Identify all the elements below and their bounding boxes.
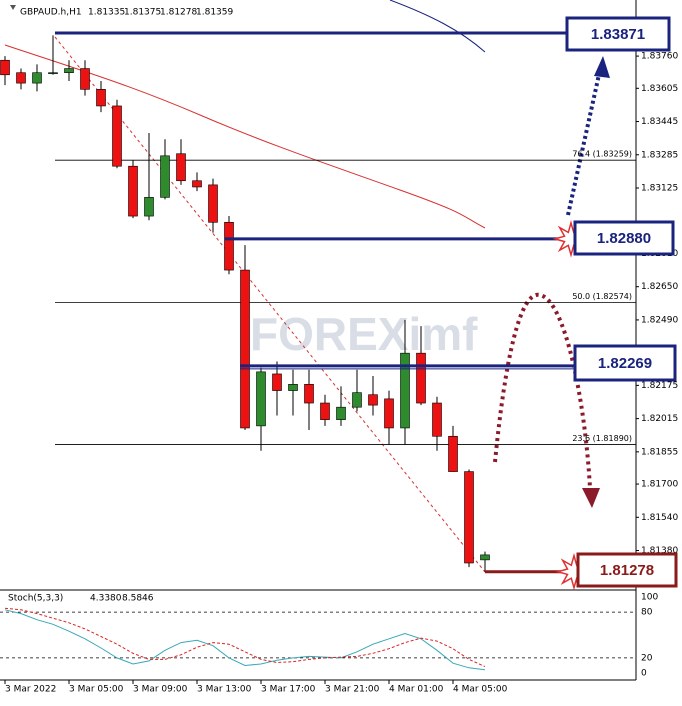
arrow-curve: [493, 292, 592, 489]
y-tick-label: 1.81700: [641, 480, 678, 490]
arrow-head: [594, 56, 610, 78]
candle-body: [464, 471, 474, 564]
candle-body: [144, 197, 154, 217]
x-tick-label: 3 Mar 17:00: [261, 685, 316, 695]
decorations: [4, 0, 610, 573]
level-label: 1.83871: [591, 26, 645, 43]
candle-body: [336, 406, 346, 420]
y-tick-label: 1.83605: [641, 84, 678, 94]
candle-body: [272, 373, 282, 391]
indicator-signal: 8.5846: [122, 594, 154, 604]
level-box: [573, 344, 677, 382]
x-tick-label: 4 Mar 05:00: [453, 685, 508, 695]
x-tick-label: 3 Mar 09:00: [133, 685, 188, 695]
candle-body: [160, 155, 170, 198]
y-tick-label: 1.81380: [641, 546, 678, 556]
trend-line: [54, 36, 486, 573]
y-tick-label: 1.82175: [641, 381, 678, 391]
header-low: 1.81278: [160, 8, 197, 18]
candle-body: [112, 105, 122, 167]
moving-average: [389, 0, 486, 53]
level-label: 1.82880: [597, 230, 651, 247]
stoch-line: [4, 607, 486, 668]
candle-body: [32, 72, 42, 84]
header-high: 1.81375: [124, 8, 161, 18]
candle-body: [16, 72, 26, 84]
y-tick-label: 1.82650: [641, 282, 678, 292]
candle-body: [368, 394, 378, 406]
level-label: 1.81278: [600, 562, 654, 579]
candle-body: [176, 153, 186, 182]
candle-body: [48, 72, 58, 75]
stoch-tick-label: 80: [641, 608, 653, 618]
candle-body: [320, 402, 330, 420]
y-tick-label: 1.82490: [641, 315, 678, 325]
moving-average: [4, 44, 486, 229]
level-box: [573, 220, 675, 256]
candle-body: [128, 165, 138, 217]
fib-label: 76.4 (1.83259): [572, 150, 632, 159]
arrow-up: [566, 69, 602, 216]
header-open: 1.81335: [88, 8, 125, 18]
header-close: 1.81359: [196, 8, 233, 18]
y-tick-label: 1.82015: [641, 414, 678, 424]
level-box: [565, 16, 671, 52]
candle-body: [400, 352, 410, 429]
candle-body: [432, 402, 442, 437]
candle-body: [352, 392, 362, 408]
candle-body: [256, 371, 266, 427]
y-tick-label: 1.83125: [641, 184, 678, 194]
fib-label: 50.0 (1.82574): [572, 292, 632, 301]
indicator-main: 4.3380: [90, 594, 122, 604]
candle-body: [448, 435, 458, 472]
y-tick-label: 1.81540: [641, 513, 678, 523]
stoch-line: [4, 609, 486, 671]
arrow-head: [582, 488, 600, 508]
y-tick-label: 1.81855: [641, 447, 678, 457]
y-tick-label: 1.83285: [641, 150, 678, 160]
candle-body: [208, 184, 218, 223]
y-tick-label: 1.83445: [641, 117, 678, 127]
level-box: [576, 552, 678, 588]
candle-body: [288, 384, 298, 391]
candle-body: [304, 384, 314, 404]
watermark: FOREXimf: [250, 308, 478, 360]
stoch-tick-label: 0: [641, 669, 647, 679]
fib-label: 23.6 (1.81890): [572, 434, 632, 443]
header-icon: [10, 5, 16, 10]
candle-body: [96, 89, 106, 107]
candle-body: [80, 68, 90, 90]
stoch-tick-label: 20: [641, 653, 653, 663]
x-tick-label: 4 Mar 01:00: [389, 685, 444, 695]
candle-body: [416, 352, 426, 404]
x-tick-label: 3 Mar 2022: [5, 685, 56, 695]
candle-body: [0, 59, 10, 76]
candle-body: [192, 180, 202, 188]
stoch-tick-label: 100: [641, 592, 658, 602]
x-tick-label: 3 Mar 13:00: [197, 685, 252, 695]
x-tick-label: 3 Mar 21:00: [325, 685, 380, 695]
level-label: 1.82269: [598, 355, 652, 372]
x-tick-label: 3 Mar 05:00: [69, 685, 124, 695]
candle-body: [64, 68, 74, 74]
candle-body: [480, 554, 490, 561]
y-tick-label: 1.83760: [641, 52, 678, 62]
indicator-name: Stoch(5,3,3): [8, 594, 63, 604]
candle-body: [384, 398, 394, 429]
candle-body: [240, 269, 250, 429]
candle-body: [224, 221, 234, 271]
symbol: GBPAUD.h,H1: [20, 8, 82, 18]
